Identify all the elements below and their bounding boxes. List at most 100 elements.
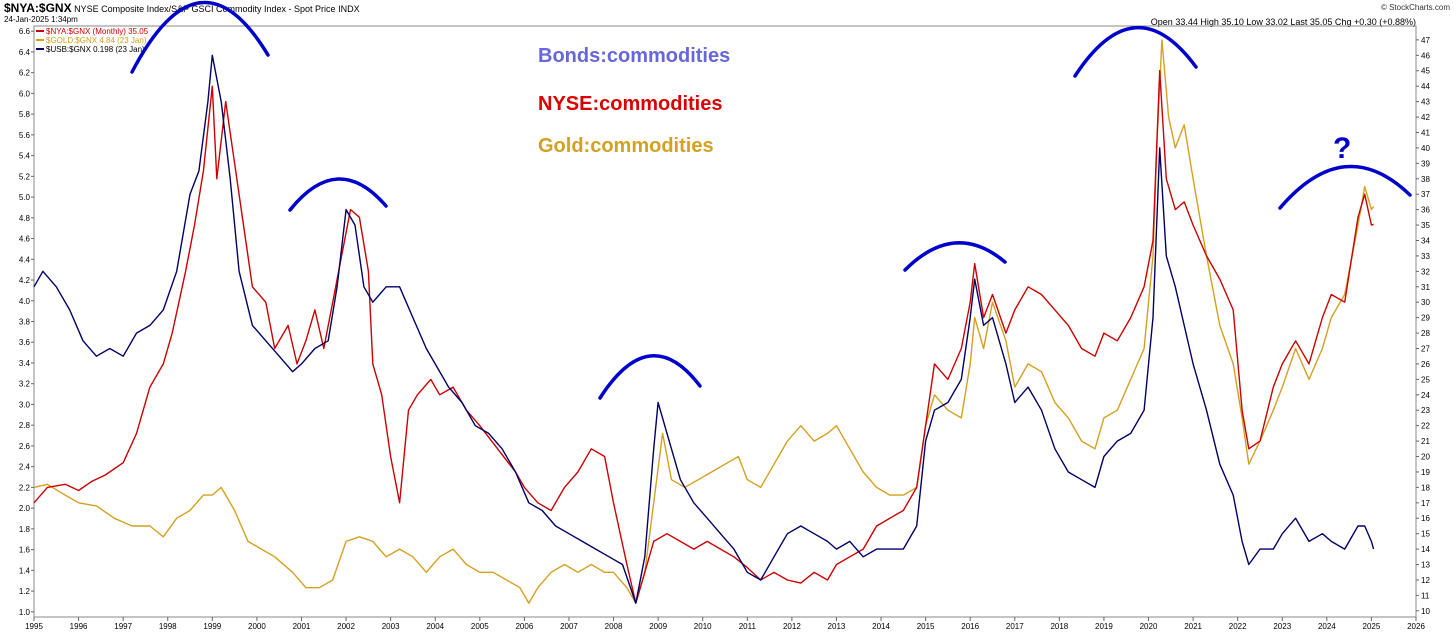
right-tick-label: 46 <box>1421 51 1430 60</box>
plot-frame <box>33 25 1417 618</box>
right-tick-label: 41 <box>1421 128 1430 137</box>
legend-label: $USB:$GNX 0.198 (23 Jan) <box>46 45 145 54</box>
x-tick-label: 2018 <box>1050 622 1068 631</box>
exchange: INDX <box>338 4 360 14</box>
x-tick-label: 2016 <box>961 622 979 631</box>
x-tick-label: 2021 <box>1184 622 1202 631</box>
peak-arc <box>598 354 702 400</box>
left-tick-label: 4.0 <box>19 297 31 306</box>
right-tick-label: 45 <box>1421 67 1430 76</box>
right-tick-label: 39 <box>1421 159 1430 168</box>
left-tick-label: 2.8 <box>19 421 31 430</box>
timestamp: 24-Jan-2025 1:34pm <box>4 15 78 24</box>
left-tick-label: 6.2 <box>19 69 31 78</box>
right-tick-label: 18 <box>1421 483 1430 492</box>
x-tick-label: 1998 <box>159 622 177 631</box>
peak-arc <box>130 0 270 74</box>
x-tick-label: 2017 <box>1006 622 1024 631</box>
left-tick-label: 6.6 <box>19 27 31 36</box>
right-tick-label: 47 <box>1421 36 1430 45</box>
right-tick-label: 35 <box>1421 221 1430 230</box>
right-tick-label: 38 <box>1421 175 1430 184</box>
x-tick-label: 2013 <box>828 622 846 631</box>
right-tick-label: 15 <box>1421 530 1430 539</box>
x-tick-label: 2014 <box>872 622 890 631</box>
x-tick-label: 2005 <box>471 622 489 631</box>
x-tick-label: 2012 <box>783 622 801 631</box>
left-tick-label: 2.6 <box>19 442 31 451</box>
right-tick-label: 19 <box>1421 468 1430 477</box>
left-tick-label: 6.4 <box>19 48 31 57</box>
right-tick-label: 25 <box>1421 375 1430 384</box>
x-tick-label: 1995 <box>25 622 43 631</box>
left-tick-label: 3.4 <box>19 359 31 368</box>
x-tick-label: 2002 <box>337 622 355 631</box>
x-tick-label: 2007 <box>560 622 578 631</box>
brand: © StockCharts.com <box>1380 3 1450 12</box>
right-tick-label: 43 <box>1421 98 1430 107</box>
symbol: $NYA:$GNX <box>4 1 72 15</box>
left-tick-label: 3.6 <box>19 338 31 347</box>
chart-title: NYSE Composite Index/S&P GSCI Commodity … <box>74 4 336 14</box>
x-tick-label: 2008 <box>605 622 623 631</box>
right-tick-label: 22 <box>1421 422 1430 431</box>
x-tick-label: 2000 <box>248 622 266 631</box>
left-tick-label: 4.4 <box>19 255 31 264</box>
right-tick-label: 26 <box>1421 360 1430 369</box>
x-tick-label: 1996 <box>70 622 88 631</box>
x-tick-label: 2023 <box>1273 622 1291 631</box>
right-tick-label: 13 <box>1421 561 1430 570</box>
left-tick-label: 4.6 <box>19 235 31 244</box>
x-tick-label: 2020 <box>1140 622 1158 631</box>
x-tick-label: 1997 <box>114 622 132 631</box>
right-tick-label: 29 <box>1421 314 1430 323</box>
series-line-goldgnx <box>33 39 1375 604</box>
right-tick-label: 14 <box>1421 545 1430 554</box>
left-tick-label: 2.0 <box>19 504 31 513</box>
annotation-bonds: Bonds:commodities <box>538 45 730 67</box>
chart-header: $NYA:$GNX NYSE Composite Index/S&P GSCI … <box>4 2 360 15</box>
left-tick-label: 3.0 <box>19 400 31 409</box>
x-tick-label: 2019 <box>1095 622 1113 631</box>
left-tick-label: 1.4 <box>19 566 31 575</box>
left-tick-label: 2.2 <box>19 483 31 492</box>
x-tick-label: 2022 <box>1229 622 1247 631</box>
peak-arc <box>288 177 388 212</box>
legend-label: $NYA:$GNX (Monthly) 35.05 <box>46 27 149 36</box>
left-tick-label: 4.8 <box>19 214 31 223</box>
left-tick-label: 1.6 <box>19 546 31 555</box>
x-tick-label: 2006 <box>515 622 533 631</box>
peak-arc <box>1278 164 1412 210</box>
series-line-usbgnx <box>33 54 1375 604</box>
right-tick-label: 11 <box>1421 591 1430 600</box>
right-tick-label: 23 <box>1421 406 1430 415</box>
x-tick-label: 1999 <box>203 622 221 631</box>
left-tick-label: 4.2 <box>19 276 31 285</box>
x-tick-label: 2025 <box>1363 622 1381 631</box>
x-tick-label: 2011 <box>739 622 757 631</box>
right-tick-label: 24 <box>1421 391 1430 400</box>
x-tick-label: 2010 <box>694 622 712 631</box>
left-tick-label: 3.2 <box>19 380 31 389</box>
x-tick-label: 2003 <box>382 622 400 631</box>
right-tick-label: 20 <box>1421 453 1430 462</box>
peak-arc <box>1073 26 1198 78</box>
left-tick-label: 1.8 <box>19 525 31 534</box>
right-tick-label: 44 <box>1421 82 1430 91</box>
left-tick-label: 1.2 <box>19 587 31 596</box>
left-tick-label: 2.4 <box>19 463 31 472</box>
right-tick-label: 27 <box>1421 345 1430 354</box>
right-tick-label: 33 <box>1421 252 1430 261</box>
peak-arc <box>903 241 1007 272</box>
legend-label: $GOLD:$GNX 4.84 (23 Jan) <box>46 36 147 45</box>
right-tick-label: 31 <box>1421 283 1430 292</box>
right-tick-label: 10 <box>1421 607 1430 616</box>
x-tick-label: 2009 <box>649 622 667 631</box>
annotation-question-mark: ? <box>1333 132 1351 165</box>
left-tick-label: 5.2 <box>19 172 31 181</box>
right-tick-label: 16 <box>1421 514 1430 523</box>
left-tick-label: 6.0 <box>19 89 31 98</box>
right-tick-label: 42 <box>1421 113 1430 122</box>
ohlc-readout: Open 33.44 High 35.10 Low 33.02 Last 35.… <box>1150 17 1416 27</box>
